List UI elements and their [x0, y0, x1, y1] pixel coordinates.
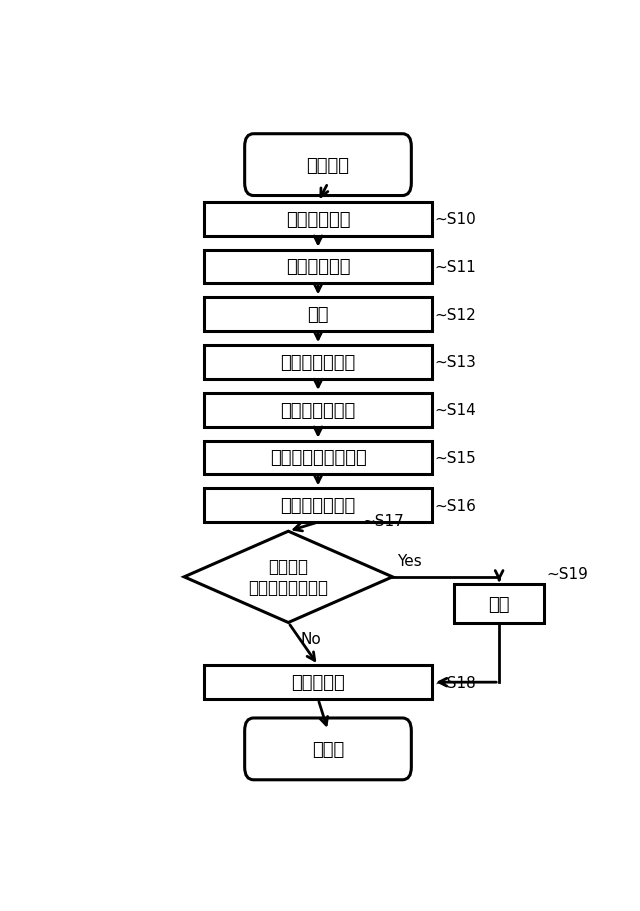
- Polygon shape: [184, 532, 392, 623]
- Text: 再検査画像出力: 再検査画像出力: [280, 401, 356, 419]
- Text: 検査: 検査: [307, 306, 329, 323]
- Bar: [204, 441, 432, 475]
- FancyBboxPatch shape: [244, 718, 412, 780]
- Text: エンド: エンド: [312, 740, 344, 758]
- Text: ~S19: ~S19: [547, 566, 588, 581]
- Text: 検査部調整: 検査部調整: [291, 673, 345, 691]
- Text: 不適切な
再検査情報あり？: 不適切な 再検査情報あり？: [248, 558, 328, 597]
- Text: 削除: 削除: [488, 595, 510, 613]
- Text: ~S14: ~S14: [435, 403, 476, 418]
- Text: 印刷画像取得: 印刷画像取得: [286, 210, 350, 229]
- Text: ~S10: ~S10: [435, 212, 476, 227]
- Bar: [204, 394, 432, 427]
- Bar: [204, 489, 432, 523]
- Text: スタート: スタート: [307, 157, 349, 174]
- Bar: [204, 202, 432, 236]
- Bar: [204, 298, 432, 332]
- Text: 再検査画像選択: 再検査画像選択: [280, 353, 356, 372]
- Text: ~S17: ~S17: [363, 514, 404, 528]
- FancyBboxPatch shape: [244, 135, 412, 196]
- Text: 再検査情報解析: 再検査情報解析: [280, 496, 356, 515]
- Text: ~S18: ~S18: [435, 675, 476, 690]
- Bar: [204, 251, 432, 284]
- Bar: [454, 585, 544, 623]
- Text: 再検査情報入力受付: 再検査情報入力受付: [269, 449, 367, 467]
- Text: ~S13: ~S13: [435, 355, 477, 370]
- Text: No: No: [301, 631, 321, 646]
- Text: ~S16: ~S16: [435, 498, 477, 513]
- Text: Yes: Yes: [397, 554, 422, 568]
- Bar: [204, 666, 432, 700]
- Text: ~S11: ~S11: [435, 260, 476, 274]
- Bar: [204, 345, 432, 379]
- Text: ~S12: ~S12: [435, 307, 476, 322]
- Text: ~S15: ~S15: [435, 450, 476, 466]
- Text: 原稿画像取得: 原稿画像取得: [286, 258, 350, 276]
